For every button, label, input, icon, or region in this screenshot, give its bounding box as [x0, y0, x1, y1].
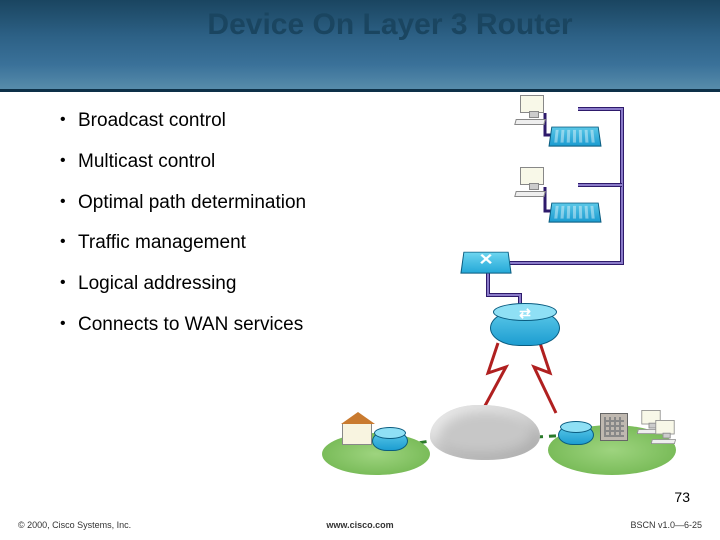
- router-icon: [490, 310, 560, 346]
- bullet-item: Connects to WAN services: [60, 314, 360, 337]
- bullet-item: Traffic management: [60, 232, 360, 255]
- switch-icon: [548, 127, 601, 147]
- pc-icon: [651, 420, 678, 444]
- bullet-item: Multicast control: [60, 151, 360, 174]
- house-icon: [342, 423, 372, 445]
- footer-code: BSCN v1.0—6-25: [630, 520, 702, 530]
- footer-copyright: © 2000, Cisco Systems, Inc.: [18, 520, 131, 530]
- router-small-icon: [372, 431, 408, 451]
- building-icon: [600, 413, 628, 441]
- footer-url: www.cisco.com: [326, 520, 393, 530]
- footer: © 2000, Cisco Systems, Inc. www.cisco.co…: [0, 514, 720, 534]
- bullet-list: Broadcast control Multicast control Opti…: [60, 110, 360, 355]
- bullet-item: Optimal path determination: [60, 192, 360, 215]
- layer3-switch-icon: [460, 252, 511, 274]
- pc-icon: [515, 95, 549, 125]
- slide-title: Device On Layer 3 Router: [120, 8, 660, 43]
- router-small-icon: [558, 425, 594, 445]
- pc-icon: [515, 167, 549, 197]
- bullet-item: Logical addressing: [60, 273, 360, 296]
- switch-icon: [548, 203, 601, 223]
- network-diagram: [370, 95, 710, 495]
- bullet-item: Broadcast control: [60, 110, 360, 133]
- page-number: 73: [674, 489, 690, 505]
